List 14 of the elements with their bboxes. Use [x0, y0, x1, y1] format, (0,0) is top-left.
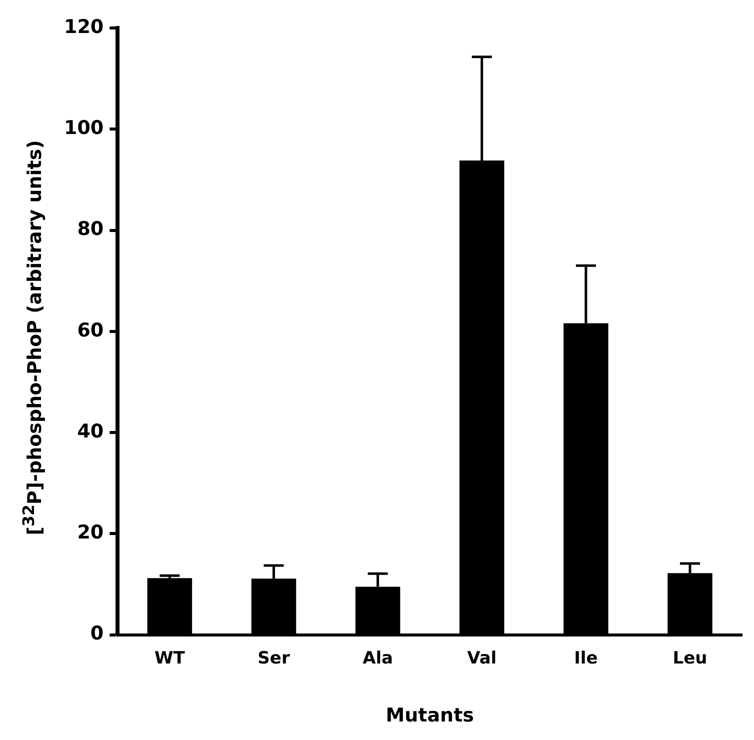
y-tick-label: 20	[77, 522, 104, 544]
x-tick-label: Val	[467, 648, 497, 668]
x-tick-label: Leu	[672, 648, 708, 668]
y-tick-label: 60	[77, 319, 104, 342]
y-tick-label: 80	[77, 218, 104, 240]
y-tick-label: 0	[90, 622, 104, 645]
x-tick-label: Ile	[574, 648, 598, 668]
x-axis-title: Mutants	[386, 704, 474, 727]
x-tick-label: Ser	[258, 648, 290, 668]
y-tick-label: 100	[64, 117, 104, 140]
x-tick-label: Ala	[362, 648, 394, 668]
x-tick-label: WT	[154, 648, 186, 668]
y-tick-label: 40	[77, 420, 104, 442]
y-tick-label: 120	[64, 16, 104, 38]
